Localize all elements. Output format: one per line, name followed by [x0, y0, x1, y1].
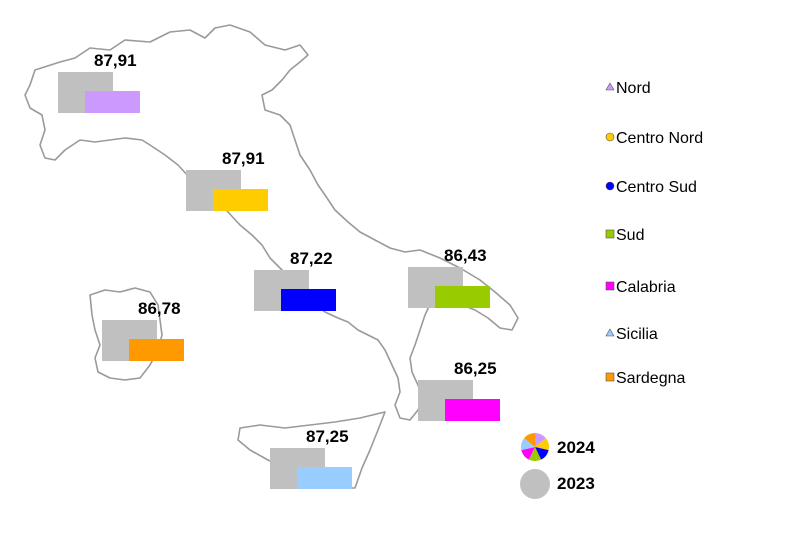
legend-item-centro-nord: Centro Nord [605, 130, 703, 147]
legend-marker-sardegna [605, 372, 615, 382]
pie-icon-slice [521, 447, 535, 460]
legend-label-2023: 2023 [557, 474, 595, 493]
legend-label-sud: Sud [616, 227, 644, 244]
legend-marker-centro-sud [605, 181, 615, 191]
sardinia-outline [89, 287, 163, 381]
value-label-sud: 86,43 [444, 246, 487, 265]
legend-item-centro-sud: Centro Sud [605, 179, 697, 196]
pie-icon-slice [528, 447, 542, 462]
legend-marker-centro-nord [605, 132, 615, 142]
bar-2024-calabria [445, 399, 500, 421]
region-sud: 86,43 [408, 246, 490, 308]
bar-2024-sud [435, 286, 490, 308]
legend-item-sicilia: Sicilia [605, 326, 658, 343]
bar-2024-centro-sud [281, 289, 336, 311]
region-centro-sud: 87,22 [254, 249, 336, 311]
legend-label-2024: 2024 [557, 438, 595, 457]
bars-layer: 87,91 87,91 87,22 86,43 86,25 87,25 86,78 [58, 51, 500, 489]
italy-map-outline [24, 24, 519, 489]
legend-label-nord: Nord [616, 80, 651, 97]
value-label-centro-sud: 87,22 [290, 249, 333, 268]
mainland-outline [24, 24, 519, 421]
bar-2024-centro-nord [213, 189, 268, 211]
pie-icon-slice [521, 438, 535, 451]
value-label-sardegna: 86,78 [138, 299, 181, 318]
grey-disc-icon [520, 469, 550, 499]
legend-label-calabria: Calabria [616, 279, 676, 296]
value-label-sicilia: 87,25 [306, 427, 349, 446]
legend-item-calabria: Calabria [605, 279, 676, 296]
bar-2024-sardegna [129, 339, 184, 361]
value-label-calabria: 86,25 [454, 359, 497, 378]
legend-marker-sud [605, 229, 615, 239]
legend-series-2024: 2024 [521, 433, 595, 462]
legend-marker-sicilia [605, 328, 615, 337]
region-sicilia: 87,25 [270, 427, 352, 489]
legend-label-centro-nord: Centro Nord [616, 130, 703, 147]
legend: Nord Centro Nord Centro Sud Sud Calabria Sici… [520, 80, 703, 499]
region-sardegna: 86,78 [102, 299, 184, 361]
pie-icon-slice [535, 447, 549, 460]
legend-item-sardegna: Sardegna [605, 370, 685, 387]
pie-icon-slice [535, 433, 546, 447]
legend-series-2023: 2023 [520, 469, 595, 499]
region-calabria: 86,25 [418, 359, 500, 421]
legend-label-sicilia: Sicilia [616, 326, 658, 343]
legend-item-nord: Nord [605, 80, 651, 97]
bar-2024-nord [85, 91, 140, 113]
legend-item-sud: Sud [605, 227, 644, 244]
pie-icon-slice [524, 433, 535, 447]
pie-icon-slice [535, 438, 549, 451]
value-label-nord: 87,91 [94, 51, 137, 70]
region-nord: 87,91 [58, 51, 140, 113]
legend-label-centro-sud: Centro Sud [616, 179, 697, 196]
bar-2024-sicilia [297, 467, 352, 489]
sicily-outline [237, 411, 386, 489]
region-centro-nord: 87,91 [186, 149, 268, 211]
legend-marker-nord [605, 82, 615, 91]
legend-marker-calabria [605, 281, 615, 291]
value-label-centro-nord: 87,91 [222, 149, 265, 168]
legend-label-sardegna: Sardegna [616, 370, 685, 387]
